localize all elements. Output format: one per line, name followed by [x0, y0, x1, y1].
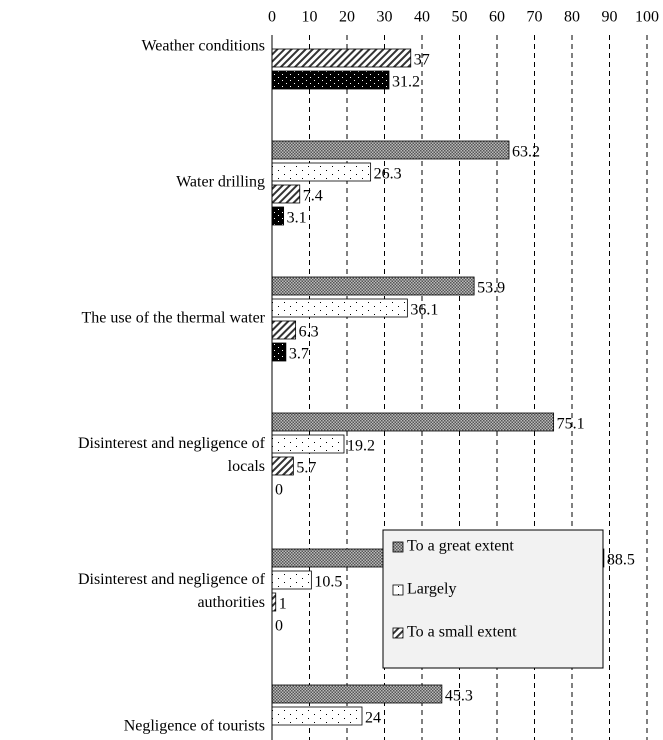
category-label: Water drilling	[176, 174, 265, 191]
bar	[271, 320, 297, 340]
x-tick-label: 90	[602, 9, 618, 26]
x-tick-label: 100	[635, 9, 659, 26]
legend-swatch	[392, 627, 404, 639]
bar	[271, 684, 443, 704]
bar	[271, 706, 363, 726]
legend-label: Largely	[407, 581, 456, 598]
value-label: 6.3	[299, 324, 319, 341]
category-label: Disinterest and negligence of locals	[78, 435, 266, 475]
bar	[271, 162, 372, 182]
bar	[271, 276, 475, 296]
value-label: 37	[414, 52, 430, 69]
x-tick-label: 80	[564, 9, 580, 26]
category-label: Weather conditions	[141, 38, 265, 55]
category-label: Negligence of tourists	[124, 718, 265, 735]
bar	[271, 456, 294, 476]
value-label: 3.1	[287, 210, 307, 227]
bar	[271, 140, 510, 160]
value-label: 0	[275, 482, 283, 499]
legend-box	[382, 529, 604, 669]
bar	[271, 434, 345, 454]
value-label: 5.7	[296, 460, 316, 477]
bar	[271, 298, 408, 318]
value-label: 7.4	[303, 188, 323, 205]
category-label: The use of the thermal water	[82, 310, 266, 327]
value-label: 75.1	[557, 416, 585, 433]
value-label: 36.1	[410, 302, 438, 319]
x-tick-label: 40	[414, 9, 430, 26]
value-label: 45.3	[445, 688, 473, 705]
x-tick-label: 70	[527, 9, 543, 26]
value-label: 3.7	[289, 346, 309, 363]
bar	[271, 592, 277, 612]
value-label: 0	[275, 618, 283, 635]
x-tick-label: 50	[452, 9, 468, 26]
bar	[271, 48, 412, 68]
legend-label: To a great extent	[407, 538, 514, 555]
legend-swatch	[392, 584, 404, 596]
value-label: 88.5	[607, 552, 635, 569]
x-tick-label: 20	[339, 9, 355, 26]
value-label: 1	[279, 596, 287, 613]
legend-label: To a small extent	[407, 624, 517, 641]
bar	[271, 342, 287, 362]
category-label: Disinterest and negligence of authorities	[78, 571, 266, 611]
value-label: 19.2	[347, 438, 375, 455]
bar	[271, 184, 301, 204]
x-tick-label: 30	[377, 9, 393, 26]
x-tick-label: 10	[302, 9, 318, 26]
value-label: 31.2	[392, 74, 420, 91]
x-tick-label: 60	[489, 9, 505, 26]
bar	[271, 570, 312, 590]
legend-swatch	[392, 541, 404, 553]
x-tick-label: 0	[268, 9, 276, 26]
value-label: 24	[365, 710, 381, 727]
value-label: 26.3	[374, 166, 402, 183]
bar	[271, 70, 390, 90]
bar	[271, 412, 555, 432]
bar	[271, 206, 285, 226]
value-label: 53.9	[477, 280, 505, 297]
value-label: 10.5	[314, 574, 342, 591]
value-label: 63.2	[512, 144, 540, 161]
